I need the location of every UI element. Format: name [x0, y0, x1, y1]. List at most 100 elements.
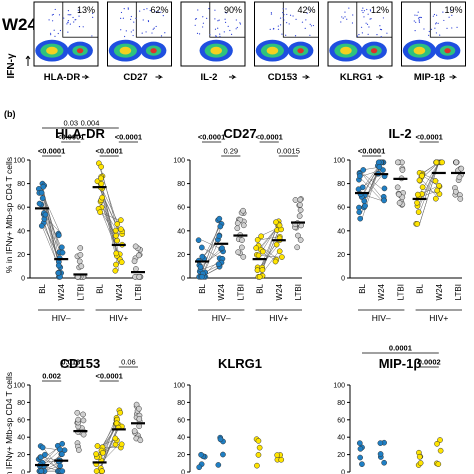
data-point [240, 222, 247, 229]
flow-event [78, 11, 80, 14]
y-tick-label: 100 [13, 383, 25, 390]
panel-b-label: (b) [4, 109, 16, 119]
y-tick-label: 80 [337, 400, 345, 407]
data-point [437, 447, 444, 454]
flow-event [214, 28, 217, 30]
flow-event [362, 11, 364, 14]
flow-population-peak [210, 46, 222, 55]
flow-event [288, 23, 290, 25]
data-point [240, 207, 246, 214]
data-point [216, 233, 223, 240]
flow-event [153, 27, 155, 29]
y-tick-label: 60 [337, 417, 345, 424]
data-point [240, 254, 247, 260]
p-value-label: <0.0001 [96, 372, 123, 381]
p-value-label: <0.0001 [358, 147, 385, 156]
y-tick-label: 100 [13, 158, 25, 165]
data-point [56, 446, 63, 453]
flow-event [282, 11, 284, 14]
data-point [394, 184, 401, 191]
chart-panel: MIP-1β 0 20 40 60 80 100 0.0001 0.0002 [333, 344, 444, 474]
data-point [93, 451, 99, 457]
flow-event [292, 15, 294, 17]
flow-event [133, 21, 135, 23]
data-point [292, 197, 299, 203]
yaxis-title-row1: % in IFNγ+ Mtb-sp CD4 T cells [4, 157, 14, 273]
flow-event [376, 34, 378, 36]
flow-event [379, 28, 382, 31]
y-tick-label: 0 [181, 276, 185, 283]
data-point [58, 244, 65, 251]
data-point [75, 447, 82, 453]
flow-event [456, 26, 458, 28]
data-point [295, 232, 301, 239]
flow-event [312, 24, 315, 27]
flow-event [277, 28, 280, 30]
data-point [395, 191, 402, 198]
flow-event [437, 22, 439, 24]
flow-yaxis-arrow [25, 55, 31, 66]
flow-panel: 42% CD153 [254, 1, 319, 83]
data-point [434, 187, 441, 194]
flow-event [72, 16, 74, 19]
flow-event [130, 15, 132, 18]
data-point [234, 220, 241, 227]
flow-event [435, 22, 437, 24]
data-point [414, 191, 421, 198]
flow-event [273, 27, 275, 30]
flow-event [202, 16, 204, 18]
flow-event [352, 14, 354, 16]
y-tick-label: 40 [17, 228, 25, 235]
x-tick-label: LTBI [134, 284, 143, 300]
y-tick-label: 100 [173, 158, 185, 165]
data-point [199, 253, 206, 260]
flow-population-peak [370, 48, 378, 54]
data-point [55, 232, 62, 239]
flow-event [142, 19, 144, 21]
data-point [118, 441, 125, 448]
data-point [359, 461, 365, 467]
data-point [99, 194, 106, 201]
data-point [74, 409, 81, 416]
data-point [77, 245, 84, 251]
flow-event [279, 17, 282, 19]
flow-event [368, 26, 370, 28]
flow-event [419, 16, 421, 19]
flow-event [418, 19, 420, 21]
flow-event [135, 17, 137, 19]
flow-event [380, 29, 383, 31]
flow-event [143, 8, 145, 11]
flow-axis-arrow [449, 74, 458, 80]
flow-event [415, 21, 417, 23]
flow-event [224, 21, 227, 23]
data-point [416, 177, 423, 184]
data-point [216, 215, 223, 222]
x-tick-label: LTBI [396, 284, 405, 300]
y-tick-label: 80 [337, 181, 345, 188]
flow-event [281, 33, 283, 35]
data-point [37, 454, 44, 461]
p-value-label: <0.0001 [115, 133, 142, 142]
data-point [198, 451, 204, 458]
data-point [273, 219, 279, 226]
data-point [296, 213, 303, 219]
flow-axis-arrow [376, 74, 384, 80]
group-label-hiv-neg: HIV– [212, 313, 231, 323]
flow-event [432, 15, 434, 17]
flow-event [155, 11, 157, 13]
data-point [297, 202, 303, 208]
data-point [396, 200, 403, 206]
flow-event [448, 16, 450, 18]
flow-event [362, 7, 364, 9]
data-point [118, 226, 124, 233]
x-tick-label: W24 [57, 283, 66, 300]
data-point [456, 174, 463, 181]
chart-panel: IL-2 0 20 40 60 80 100 BL W24 LTBI BL W24 LTBI HIV– HI… [333, 126, 465, 323]
data-point [239, 237, 245, 243]
data-point [217, 223, 224, 230]
paired-line [419, 177, 439, 199]
chart-title: CD27 [223, 126, 256, 141]
flow-event [360, 26, 363, 28]
data-point [215, 462, 222, 468]
flow-event [423, 28, 425, 30]
